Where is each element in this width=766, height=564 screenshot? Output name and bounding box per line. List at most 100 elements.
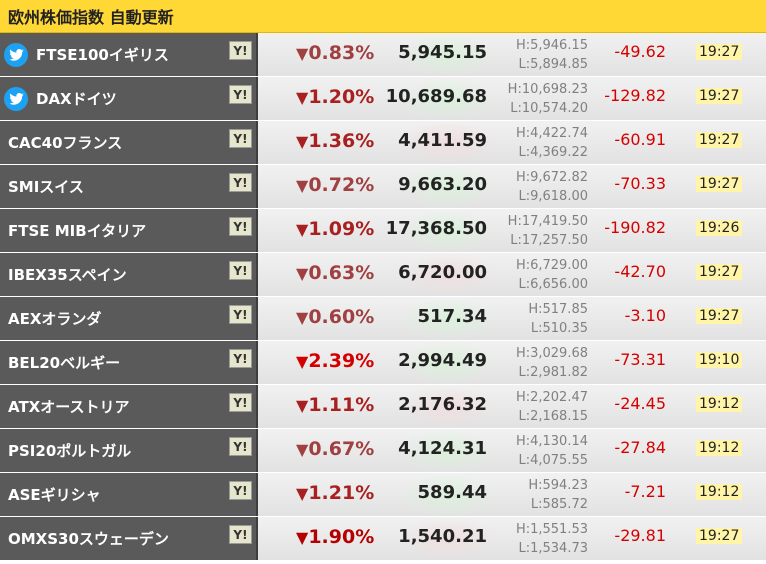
row-highlight (400, 517, 496, 560)
high-value: H:517.85 (528, 302, 588, 317)
yahoo-link-button[interactable]: Y! (229, 437, 252, 456)
twitter-icon[interactable] (4, 86, 28, 111)
index-row: CAC40フランス Y! ▼1.36% 4,411.59 H:4,422.74 L:4,3… (0, 121, 766, 165)
row-highlight (400, 297, 496, 340)
row-highlight (400, 33, 496, 76)
page-title: 欧州株価指数 自動更新 (0, 0, 766, 33)
low-value: L:585.72 (530, 497, 588, 512)
index-row: ASEギリシャ Y! ▼1.21% 589.44 H:594.23 L:585.72 -7.… (0, 473, 766, 517)
yahoo-link-button[interactable]: Y! (229, 349, 252, 368)
yahoo-link-button[interactable]: Y! (229, 217, 252, 236)
index-row: OMXS30スウェーデン Y! ▼1.90% 1,540.21 H:1,551.53 L:… (0, 517, 766, 561)
index-name-cell[interactable]: CAC40フランス (0, 121, 258, 164)
percent-change: ▼0.67% (296, 438, 386, 460)
percent-change: ▼2.39% (296, 350, 386, 372)
index-name-cell[interactable]: SMIスイス (0, 165, 258, 208)
index-name-label: FTSE MIBイタリア (8, 222, 147, 240)
row-highlight (400, 209, 496, 252)
index-value: 2,176.32 (398, 394, 487, 415)
yahoo-link-button[interactable]: Y! (229, 261, 252, 280)
high-low: H:3,029.68 L:2,981.82 (516, 344, 588, 382)
percent-value: 0.67% (308, 438, 375, 460)
index-name-label: BEL20ベルギー (8, 354, 121, 372)
high-low: H:2,202.47 L:2,168.15 (516, 388, 588, 426)
low-value: L:5,894.85 (518, 57, 588, 72)
point-change: -70.33 (614, 174, 666, 193)
low-value: L:510.35 (530, 321, 588, 336)
index-row: BEL20ベルギー Y! ▼2.39% 2,994.49 H:3,029.68 L:2,9… (0, 341, 766, 385)
high-value: H:17,419.50 (507, 214, 588, 229)
twitter-icon[interactable] (4, 42, 28, 67)
index-name-cell[interactable]: IBEX35スペイン (0, 253, 258, 296)
update-time: 19:12 (696, 440, 743, 456)
down-arrow-icon: ▼ (296, 176, 309, 195)
high-low: H:4,422.74 L:4,369.22 (516, 124, 588, 162)
index-name-cell[interactable]: ATXオーストリア (0, 385, 258, 428)
down-arrow-icon: ▼ (296, 88, 309, 107)
percent-value: 1.09% (308, 218, 375, 240)
update-time: 19:27 (696, 308, 743, 324)
index-name-cell[interactable]: FTSE100イギリス (0, 33, 258, 76)
percent-change: ▼0.83% (296, 42, 386, 64)
yahoo-link-button[interactable]: Y! (229, 481, 252, 500)
high-low: H:17,419.50 L:17,257.50 (508, 212, 588, 250)
index-row: AEXオランダ Y! ▼0.60% 517.34 H:517.85 L:510.35 -3.… (0, 297, 766, 341)
index-name-cell[interactable]: AEXオランダ (0, 297, 258, 340)
index-name-cell[interactable]: ASEギリシャ (0, 473, 258, 516)
index-row: FTSE100イギリス Y! ▼0.83% 5,945.15 H:5,946.15 L:5… (0, 33, 766, 77)
percent-value: 1.20% (308, 86, 375, 108)
percent-change: ▼0.63% (296, 262, 386, 284)
yahoo-link-button[interactable]: Y! (229, 129, 252, 148)
row-highlight (400, 385, 496, 428)
update-time: 19:27 (696, 528, 743, 544)
percent-value: 0.60% (308, 306, 375, 328)
update-time: 19:27 (696, 44, 743, 60)
point-change: -60.91 (614, 130, 666, 149)
index-value: 517.34 (417, 306, 487, 327)
yahoo-link-button[interactable]: Y! (229, 173, 252, 192)
yahoo-link-button[interactable]: Y! (229, 393, 252, 412)
yahoo-link-button[interactable]: Y! (229, 525, 252, 544)
down-arrow-icon: ▼ (296, 264, 309, 283)
index-name-cell[interactable]: OMXS30スウェーデン (0, 517, 258, 560)
yahoo-link-button[interactable]: Y! (229, 41, 252, 60)
index-name-cell[interactable]: FTSE MIBイタリア (0, 209, 258, 252)
down-arrow-icon: ▼ (296, 528, 309, 547)
index-value: 4,124.31 (398, 438, 487, 459)
percent-value: 1.11% (308, 394, 375, 416)
percent-change: ▼0.72% (296, 174, 386, 196)
update-time: 19:27 (696, 176, 743, 192)
index-name-cell[interactable]: PSI20ポルトガル (0, 429, 258, 472)
update-time: 19:27 (696, 88, 743, 104)
percent-change: ▼1.36% (296, 130, 386, 152)
yahoo-link-button[interactable]: Y! (229, 85, 252, 104)
index-name-label: IBEX35スペイン (8, 266, 127, 284)
high-low: H:517.85 L:510.35 (528, 300, 588, 338)
percent-value: 1.90% (308, 526, 375, 548)
index-name-label: SMIスイス (8, 178, 84, 196)
high-low: H:6,729.00 L:6,656.00 (516, 256, 588, 294)
high-value: H:3,029.68 (515, 346, 588, 361)
point-change: -42.70 (614, 262, 666, 281)
row-highlight (400, 165, 496, 208)
index-value: 6,720.00 (398, 262, 487, 283)
down-arrow-icon: ▼ (296, 440, 309, 459)
index-row: SMIスイス Y! ▼0.72% 9,663.20 H:9,672.82 L:9,618.… (0, 165, 766, 209)
index-row: ATXオーストリア Y! ▼1.11% 2,176.32 H:2,202.47 L:2,1… (0, 385, 766, 429)
index-name-cell[interactable]: DAXドイツ (0, 77, 258, 120)
index-name-label: OMXS30スウェーデン (8, 530, 169, 548)
point-change: -3.10 (624, 306, 666, 325)
high-value: H:4,130.14 (515, 434, 588, 449)
high-value: H:10,698.23 (507, 82, 588, 97)
index-name-label: DAXドイツ (36, 90, 117, 108)
high-value: H:594.23 (528, 478, 588, 493)
index-name-label: ATXオーストリア (8, 398, 130, 416)
down-arrow-icon: ▼ (296, 220, 309, 239)
yahoo-link-button[interactable]: Y! (229, 305, 252, 324)
high-low: H:594.23 L:585.72 (528, 476, 588, 514)
down-arrow-icon: ▼ (296, 352, 309, 371)
index-value: 5,945.15 (398, 42, 487, 63)
low-value: L:1,534.73 (518, 541, 588, 556)
index-name-cell[interactable]: BEL20ベルギー (0, 341, 258, 384)
index-row: DAXドイツ Y! ▼1.20% 10,689.68 H:10,698.23 L:10,5… (0, 77, 766, 121)
